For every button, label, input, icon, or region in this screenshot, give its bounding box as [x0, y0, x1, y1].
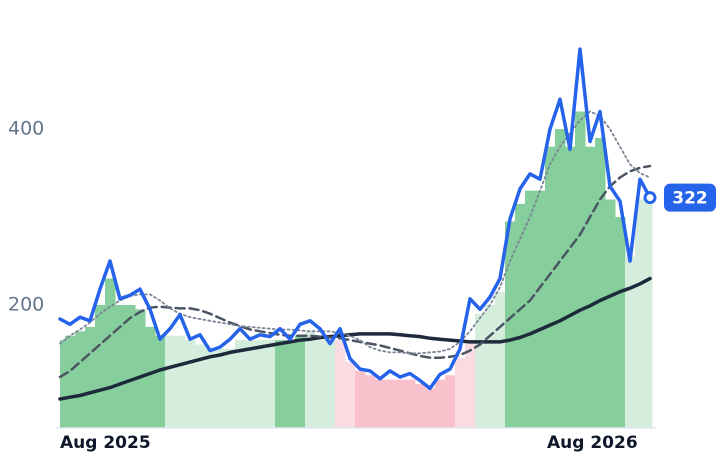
zone-bar [215, 348, 226, 428]
zone-bar [145, 326, 156, 428]
y-tick-label: 400 [8, 118, 44, 140]
zone-bar [365, 375, 376, 428]
zone-bar [355, 370, 366, 428]
zone-bar [305, 331, 316, 428]
zone-bar [315, 335, 326, 428]
zone-bar [325, 340, 336, 428]
zone-bar [285, 340, 296, 428]
zone-bar [115, 304, 126, 428]
series-line [58, 164, 652, 379]
x-tick-label: Aug 2025 [60, 433, 151, 453]
value-badge [664, 183, 716, 212]
zone-bar [245, 340, 256, 428]
zone-bar [495, 291, 506, 428]
zone-bar [155, 335, 166, 428]
zone-bar [105, 278, 116, 428]
value-label: 322 [672, 189, 708, 209]
zone-bar [195, 344, 206, 428]
zone-bar [125, 304, 136, 428]
zone-bar [235, 340, 246, 428]
zone-bar [205, 348, 216, 428]
zone-bar [645, 199, 653, 428]
zone-bar [85, 326, 96, 428]
zone-bar [275, 340, 286, 428]
zone-bar [565, 146, 576, 428]
zone-bar [465, 340, 476, 428]
zone-bar [525, 190, 536, 428]
zone-bar [615, 217, 626, 428]
zone-bar [255, 340, 266, 428]
zone-bar [435, 379, 446, 428]
series-line [58, 276, 652, 401]
zone-bar [415, 384, 426, 428]
zone-bar [385, 379, 396, 428]
zone-bar [185, 340, 196, 428]
zone-bar [335, 340, 346, 428]
x-tick-label: Aug 2026 [547, 433, 638, 453]
zone-bar [265, 340, 276, 428]
zone-bar [545, 146, 556, 428]
zone-bar [75, 331, 86, 428]
zone-bar [635, 199, 646, 428]
zone-bar [575, 111, 586, 428]
series-line [59, 110, 651, 355]
series-line [58, 47, 652, 391]
zone-bar [485, 304, 496, 428]
zone-bar [535, 190, 546, 428]
zone-bar [65, 335, 76, 428]
zone-bar [175, 335, 186, 428]
zone-bar [595, 137, 606, 428]
zone-bar [425, 388, 436, 428]
zone-bar [165, 335, 176, 428]
zone-bar [60, 340, 66, 428]
zone-bar [405, 379, 416, 428]
zone-bar [135, 309, 146, 428]
zone-bar [295, 335, 306, 428]
zone-bar [375, 379, 386, 428]
zone-bar [605, 199, 616, 428]
zone-bar [515, 203, 526, 428]
zone-bar [625, 256, 636, 428]
zone-bar [505, 221, 516, 428]
zone-bar [445, 375, 456, 428]
zone-bar [395, 379, 406, 428]
zone-bar [555, 129, 566, 428]
last-point [643, 191, 657, 205]
zone-bar [455, 357, 466, 428]
zone-bar [95, 304, 106, 428]
zone-bar [345, 362, 356, 428]
zone-bar [475, 313, 486, 428]
zone-bar [225, 348, 236, 428]
y-tick-label: 200 [8, 293, 44, 315]
zone-bar [585, 146, 596, 428]
